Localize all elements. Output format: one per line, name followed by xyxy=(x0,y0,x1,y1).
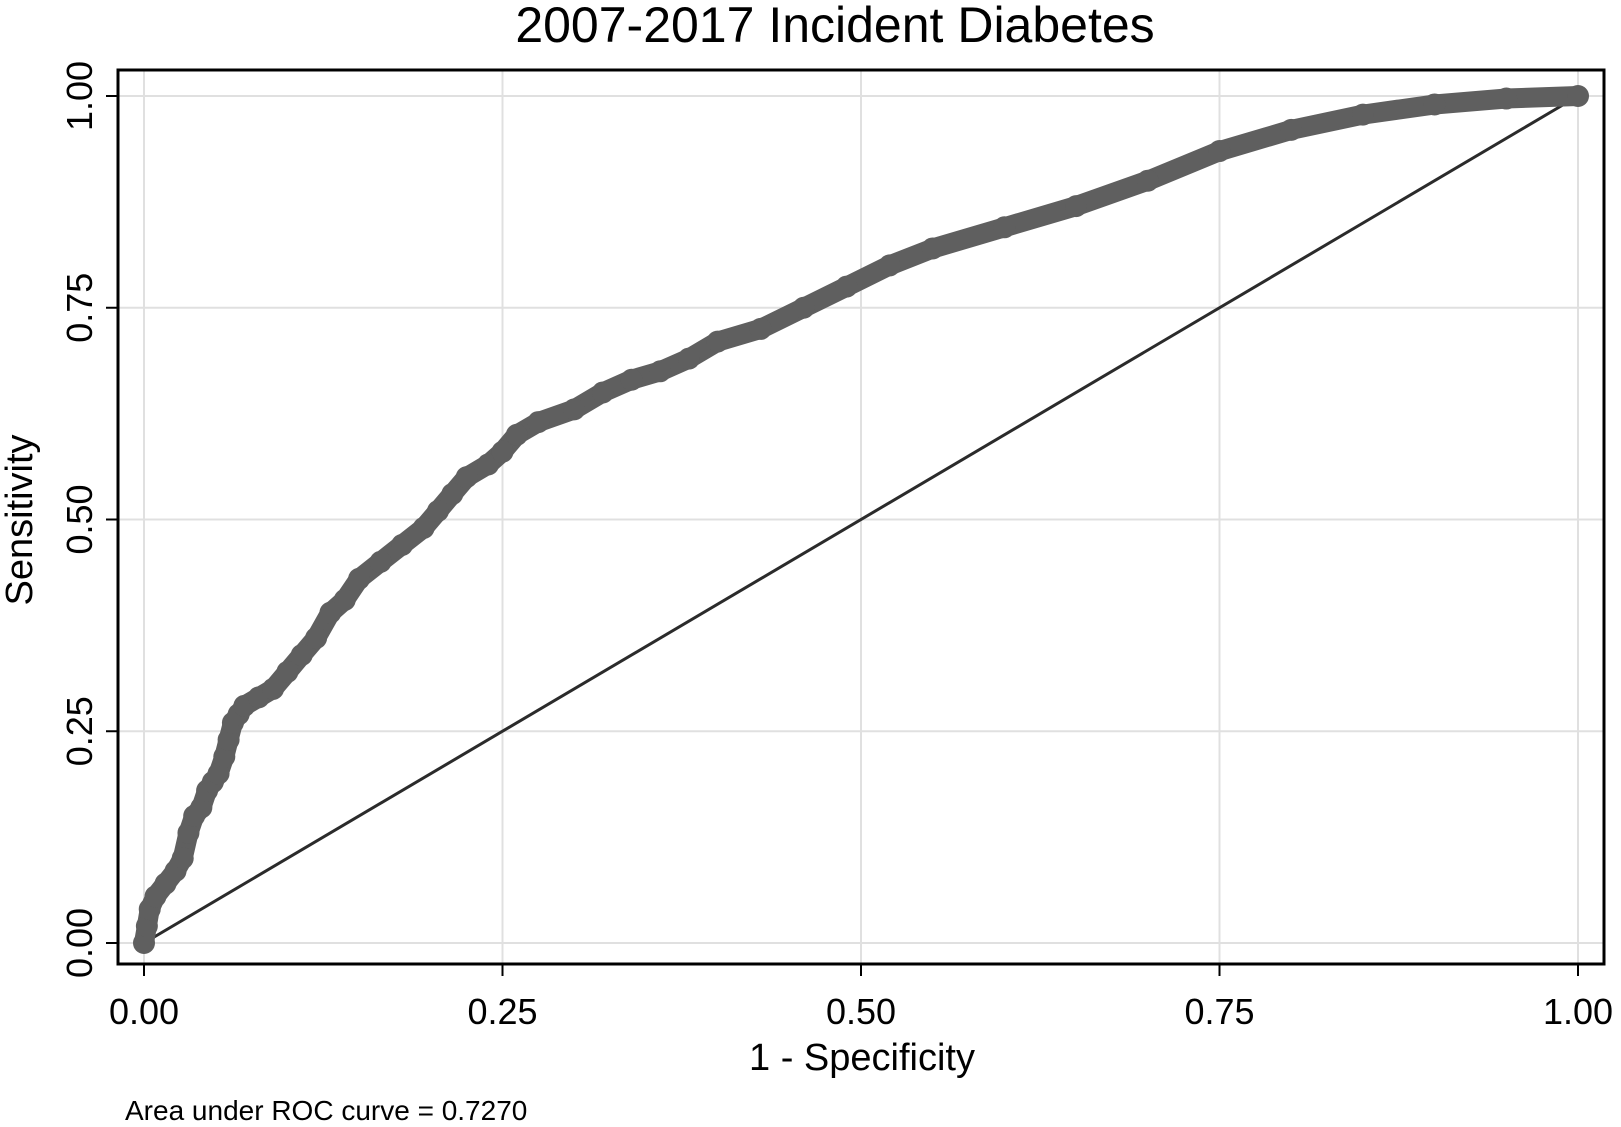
roc-point xyxy=(441,483,464,506)
y-tick-label: 1.00 xyxy=(59,61,100,131)
roc-point xyxy=(1136,169,1159,192)
roc-point xyxy=(527,411,550,434)
roc-point xyxy=(491,440,514,463)
roc-point xyxy=(649,360,672,383)
x-tick-label: 0.75 xyxy=(1184,991,1254,1032)
roc-point xyxy=(792,296,815,319)
roc-point xyxy=(190,796,213,819)
roc-point xyxy=(878,254,901,277)
roc-point xyxy=(177,821,200,844)
roc-point xyxy=(835,275,858,298)
roc-point xyxy=(620,368,643,391)
roc-point xyxy=(1208,140,1231,163)
roc-point xyxy=(133,932,155,954)
roc-point xyxy=(333,588,356,611)
axis-ticks: 0.00 0.25 0.50 0.75 1.00 0.00 0.25 0.50 0.75 1.00 xyxy=(59,61,1613,1032)
roc-point xyxy=(348,567,371,590)
grid-lines xyxy=(118,70,1604,964)
roc-point xyxy=(276,660,299,683)
roc-point xyxy=(305,627,328,650)
roc-point xyxy=(749,317,772,340)
roc-point xyxy=(477,453,500,476)
roc-point xyxy=(262,677,285,700)
chart-title: 2007-2017 Incident Diabetes xyxy=(515,0,1154,53)
y-axis-label: Sensitivity xyxy=(0,434,41,605)
auc-annotation: Area under ROC curve = 0.7270 xyxy=(125,1095,527,1126)
roc-point xyxy=(426,500,449,523)
roc-point xyxy=(921,237,944,260)
y-tick-label: 0.25 xyxy=(59,696,100,766)
roc-point xyxy=(455,466,478,489)
roc-point xyxy=(207,762,230,785)
roc-point xyxy=(591,381,614,404)
roc-point xyxy=(369,550,392,573)
roc-curve-group xyxy=(133,85,1589,954)
roc-point xyxy=(677,347,700,370)
y-tick-label: 0.00 xyxy=(59,908,100,978)
roc-point xyxy=(213,745,236,768)
roc-point xyxy=(171,847,194,870)
roc-point xyxy=(1423,93,1446,116)
roc-point xyxy=(1065,195,1088,218)
x-axis-label: 1 - Specificity xyxy=(749,1037,975,1079)
roc-point xyxy=(391,533,414,556)
roc-point xyxy=(1495,87,1518,110)
roc-point xyxy=(290,644,313,667)
roc-point xyxy=(1351,103,1374,126)
roc-point xyxy=(412,516,435,539)
y-tick-label: 0.50 xyxy=(59,484,100,554)
roc-point xyxy=(1280,118,1303,141)
y-tick-label: 0.75 xyxy=(59,273,100,343)
roc-point xyxy=(993,216,1016,239)
x-tick-label: 0.25 xyxy=(467,991,537,1032)
x-tick-label: 0.00 xyxy=(109,991,179,1032)
x-tick-label: 0.50 xyxy=(826,991,896,1032)
roc-point xyxy=(505,423,528,446)
x-tick-label: 1.00 xyxy=(1543,991,1613,1032)
roc-point xyxy=(1567,85,1589,107)
roc-point xyxy=(135,915,158,938)
reference-line-group xyxy=(143,94,1579,945)
roc-point xyxy=(706,330,729,353)
reference-line xyxy=(143,94,1579,945)
roc-point xyxy=(319,601,342,624)
roc-point xyxy=(217,728,240,751)
roc-point xyxy=(563,398,586,421)
